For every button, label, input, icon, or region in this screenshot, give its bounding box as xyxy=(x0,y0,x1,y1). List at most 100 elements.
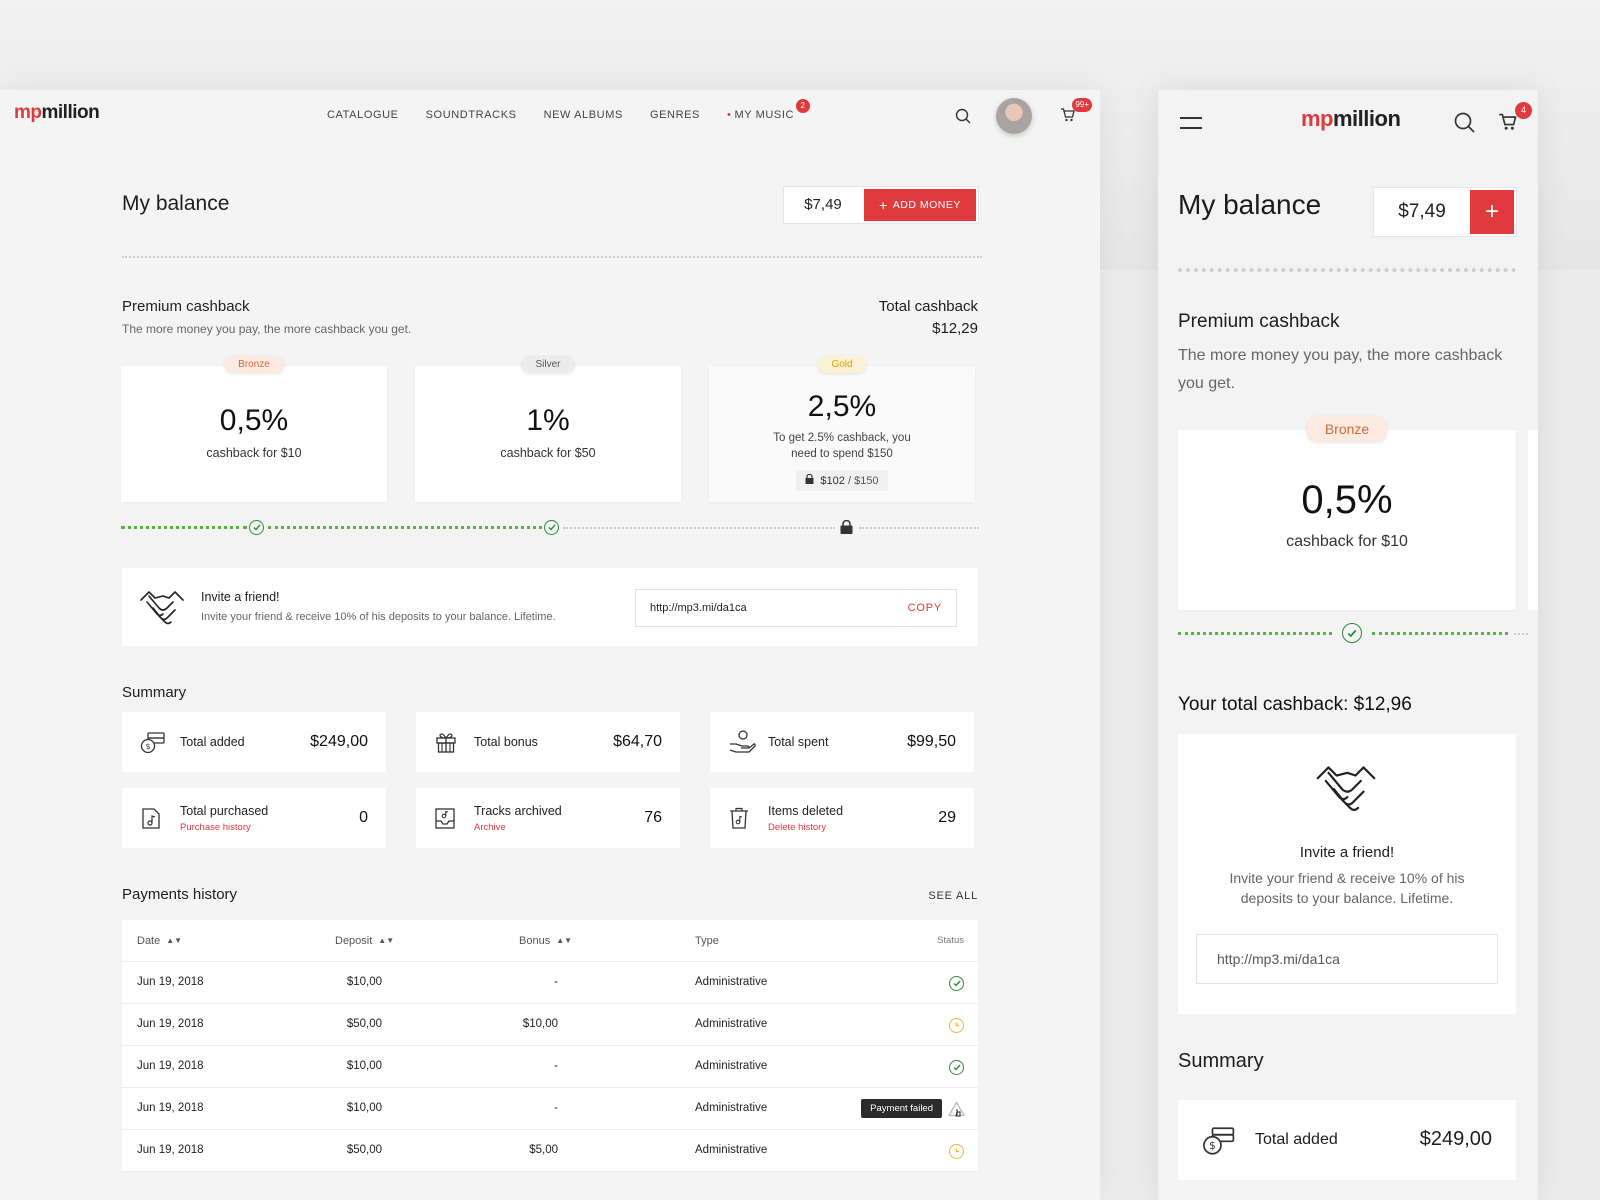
cashback-progress-track xyxy=(121,519,981,535)
divider xyxy=(122,256,982,258)
column-bonus-label: Bonus xyxy=(519,935,551,947)
tier-card-bronze: Bronze 0,5% cashback for $10 xyxy=(1178,416,1516,610)
cell-date: Jun 19, 2018 xyxy=(137,1102,204,1114)
payment-failed-tooltip: Payment failed xyxy=(861,1099,942,1118)
check-icon xyxy=(1342,623,1362,643)
invite-link-text: http://mp3.mi/da1ca xyxy=(650,602,747,614)
premium-cashback-subtitle: The more money you pay, the more cashbac… xyxy=(1178,347,1503,392)
tier-badge-bronze: Bronze xyxy=(1306,416,1388,442)
nav-catalogue[interactable]: CATALOGUE xyxy=(327,109,399,121)
progress-empty xyxy=(563,527,835,529)
add-money-button[interactable]: + xyxy=(1470,190,1514,234)
invite-subtitle: Invite your friend & receive 10% of his … xyxy=(201,611,556,623)
archive-link[interactable]: Archive xyxy=(474,822,506,833)
copy-button[interactable]: COPY xyxy=(907,602,942,614)
table-row[interactable]: Jun 19, 2018 $10,00 - Administrative Pay… xyxy=(122,1088,978,1130)
cell-type: Administrative xyxy=(695,1018,768,1030)
tier-text-pre: cashback for xyxy=(206,446,281,460)
balance-box: $7,49 + xyxy=(1374,188,1516,236)
tier-text-pre: cashback for xyxy=(500,446,575,460)
column-deposit[interactable]: Deposit ▲▼ xyxy=(335,935,394,947)
table-row[interactable]: Jun 19, 2018 $50,00 $5,00 Administrative xyxy=(122,1130,978,1172)
stat-total-added: $ Total added $249,00 xyxy=(1178,1100,1516,1180)
sort-icon: ▲▼ xyxy=(378,936,395,945)
stat-value: $99,50 xyxy=(907,733,956,750)
stat-label: Total purchased xyxy=(180,804,269,818)
nav-my-music-label: MY MUSIC xyxy=(734,109,795,121)
handshake-icon xyxy=(1315,762,1377,821)
balance-value: $7,49 xyxy=(804,196,842,213)
stat-value: $64,70 xyxy=(613,733,662,750)
progress-filled xyxy=(268,526,542,529)
search-icon[interactable] xyxy=(1454,112,1475,138)
lock-icon xyxy=(805,473,814,487)
invite-link-field[interactable]: http://mp3.mi/da1ca xyxy=(1196,934,1498,984)
column-date[interactable]: Date ▲▼ xyxy=(137,935,182,947)
tier-card-silver: Silver 1% cashback for $50 xyxy=(415,356,681,502)
cart-icon[interactable]: 99+ xyxy=(1060,98,1092,128)
table-row[interactable]: Jun 19, 2018 $10,00 - Administrative xyxy=(122,1046,978,1088)
nav-new-albums[interactable]: NEW ALBUMS xyxy=(543,109,623,121)
avatar[interactable] xyxy=(996,98,1032,134)
nav-links: CATALOGUE SOUNDTRACKS NEW ALBUMS GENRES … xyxy=(327,99,811,121)
stat-value: 29 xyxy=(938,809,956,826)
gift-icon xyxy=(434,730,458,759)
stat-total-spent: Total spent $99,50 xyxy=(710,712,974,772)
cart-badge: 99+ xyxy=(1072,98,1092,112)
tier-text: cashback for $50 xyxy=(415,446,681,460)
mobile-view: mpmillion 4 My balance $7,49 + Premium c… xyxy=(1158,90,1538,1200)
nav-my-music[interactable]: • MY MUSIC 2 xyxy=(727,99,811,121)
table-row[interactable]: Jun 19, 2018 $50,00 $10,00 Administrativ… xyxy=(122,1004,978,1046)
see-all-link[interactable]: SEE ALL xyxy=(928,890,978,902)
desktop-view: mpmillion CATALOGUE SOUNDTRACKS NEW ALBU… xyxy=(0,90,1100,1200)
purchase-history-link[interactable]: Purchase history xyxy=(180,822,251,833)
cell-bonus: $5,00 xyxy=(529,1144,558,1156)
cell-date: Jun 19, 2018 xyxy=(137,1060,204,1072)
column-bonus[interactable]: Bonus ▲▼ xyxy=(519,935,572,947)
sort-icon: ▲▼ xyxy=(556,936,573,945)
invite-link-field[interactable]: http://mp3.mi/da1ca COPY xyxy=(635,589,957,627)
delete-history-link[interactable]: Delete history xyxy=(768,822,827,833)
logo-mp: mp xyxy=(14,102,42,123)
archive-icon xyxy=(434,806,456,835)
stat-label: Tracks archived xyxy=(474,804,562,818)
nav-genres[interactable]: GENRES xyxy=(649,109,700,121)
stat-value: $249,00 xyxy=(1419,1128,1492,1150)
status-failed-icon[interactable] xyxy=(948,1101,965,1120)
progress-filled xyxy=(1372,632,1508,635)
logo[interactable]: mpmillion xyxy=(1301,106,1401,132)
status-success-icon xyxy=(949,1060,964,1075)
my-music-badge: 2 xyxy=(796,99,811,113)
hand-coin-icon xyxy=(728,730,756,759)
tier-progress-current: $102 xyxy=(820,474,845,487)
search-icon[interactable] xyxy=(955,108,971,129)
total-cashback-value: $12,29 xyxy=(932,320,978,337)
stat-items-deleted: Items deleted Delete history 29 xyxy=(710,788,974,848)
payments-history-title: Payments history xyxy=(122,886,238,903)
nav-soundtracks[interactable]: SOUNDTRACKS xyxy=(425,109,517,121)
cell-date: Jun 19, 2018 xyxy=(137,1144,204,1156)
cart-icon[interactable]: 4 xyxy=(1498,102,1532,137)
table-row[interactable]: Jun 19, 2018 $10,00 - Administrative xyxy=(122,962,978,1004)
cell-bonus: - xyxy=(554,1102,558,1114)
svg-text:$: $ xyxy=(1209,1140,1216,1152)
active-dot-icon: • xyxy=(727,109,732,121)
stat-total-bonus: Total bonus $64,70 xyxy=(416,712,680,772)
hamburger-menu-icon[interactable] xyxy=(1180,116,1202,135)
column-status: Status xyxy=(937,935,964,946)
invite-card: Invite a friend! Invite your friend & re… xyxy=(1178,734,1516,1014)
add-money-button[interactable]: + ADD MONEY xyxy=(864,189,976,221)
stat-tracks-archived: Tracks archived Archive 76 xyxy=(416,788,680,848)
plus-icon: + xyxy=(879,197,888,213)
cell-deposit: $10,00 xyxy=(346,1060,382,1072)
add-money-label: ADD MONEY xyxy=(892,199,961,211)
cell-bonus: - xyxy=(554,976,558,988)
invite-title: Invite a friend! xyxy=(1299,844,1395,861)
stat-value: 0 xyxy=(359,809,368,826)
page-title: My balance xyxy=(1178,189,1322,220)
logo[interactable]: mpmillion xyxy=(14,102,100,124)
stat-label: Total added xyxy=(180,735,245,749)
stat-label: Items deleted xyxy=(768,804,844,818)
progress-filled xyxy=(1178,632,1332,635)
total-cashback: Your total cashback: $12,96 xyxy=(1178,694,1412,715)
